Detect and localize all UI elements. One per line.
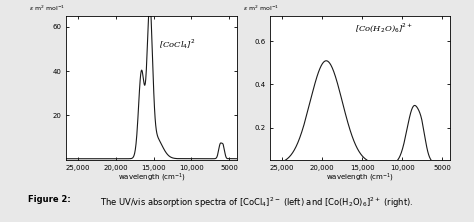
Text: $\varepsilon$ m$^2$ mol$^{-1}$: $\varepsilon$ m$^2$ mol$^{-1}$ xyxy=(243,3,279,13)
Text: $\varepsilon$ m$^2$ mol$^{-1}$: $\varepsilon$ m$^2$ mol$^{-1}$ xyxy=(29,3,65,13)
Text: [Co(H$_2$O)$_6$]$^{2+}$: [Co(H$_2$O)$_6$]$^{2+}$ xyxy=(355,21,413,35)
Text: [CoCl$_4$]$^2$: [CoCl$_4$]$^2$ xyxy=(159,37,195,51)
X-axis label: wavelength (cm$^{-1}$): wavelength (cm$^{-1}$) xyxy=(326,172,394,184)
Text: The UV/vis absorption spectra of [CoCl$_4$]$^{2-}$ (left) and [Co(H$_2$O)$_6$]$^: The UV/vis absorption spectra of [CoCl$_… xyxy=(100,195,413,210)
X-axis label: wavelength (cm$^{-1}$): wavelength (cm$^{-1}$) xyxy=(118,172,186,184)
Text: Figure 2:: Figure 2: xyxy=(28,195,71,204)
